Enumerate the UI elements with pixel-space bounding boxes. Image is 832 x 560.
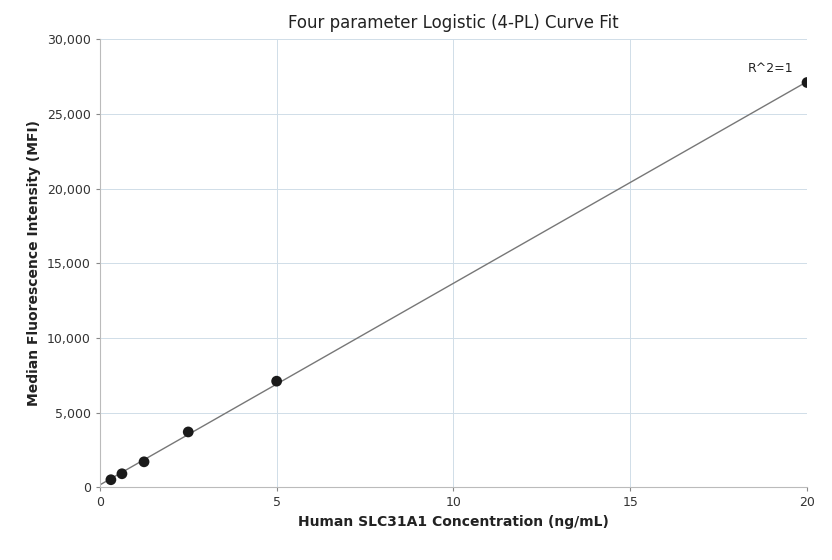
Text: R^2=1: R^2=1 <box>747 62 793 75</box>
Point <box>104 475 117 484</box>
X-axis label: Human SLC31A1 Concentration (ng/mL): Human SLC31A1 Concentration (ng/mL) <box>298 515 609 529</box>
Point <box>181 427 195 436</box>
Point <box>800 78 814 87</box>
Point <box>116 469 129 478</box>
Point <box>137 458 151 466</box>
Y-axis label: Median Fluorescence Intensity (MFI): Median Fluorescence Intensity (MFI) <box>27 120 42 406</box>
Title: Four parameter Logistic (4-PL) Curve Fit: Four parameter Logistic (4-PL) Curve Fit <box>288 14 619 32</box>
Point <box>270 377 283 386</box>
